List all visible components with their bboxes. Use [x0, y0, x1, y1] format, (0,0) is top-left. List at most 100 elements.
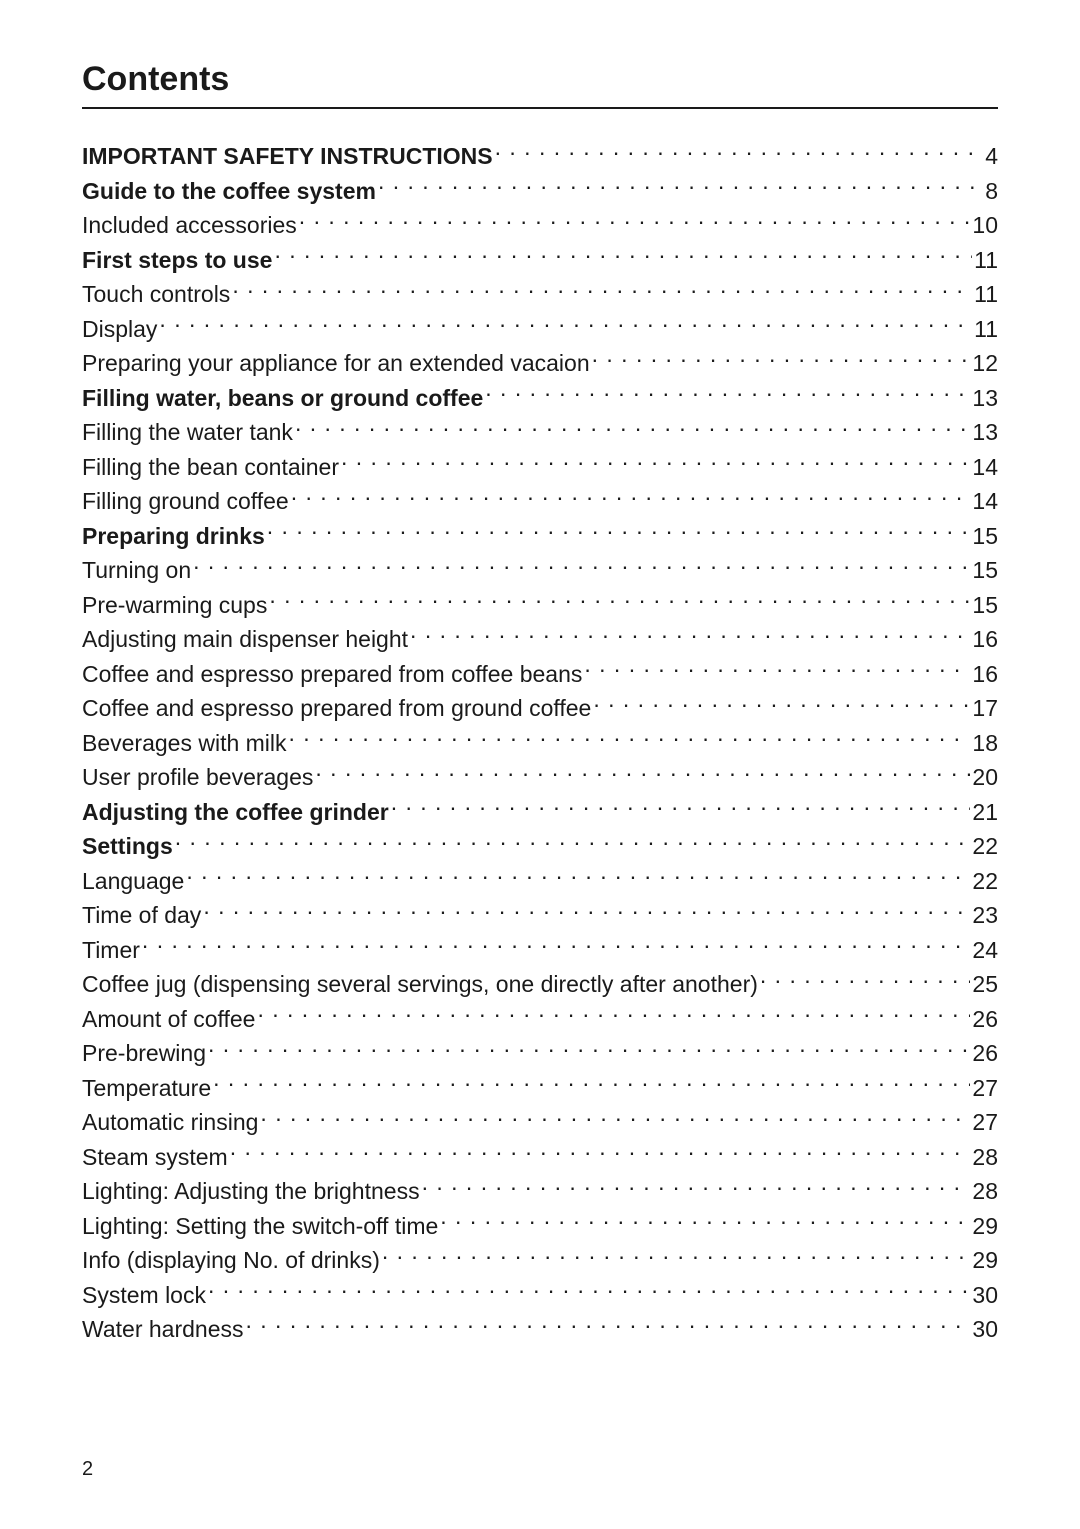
toc-leader-dots [315, 762, 970, 785]
toc-entry-page: 16 [972, 622, 998, 657]
toc-entry-title: Filling ground coffee [82, 484, 289, 519]
toc-entry-title: Time of day [82, 898, 201, 933]
toc-leader-dots [422, 1176, 971, 1199]
toc-entry: Touch controls11 [82, 277, 998, 312]
toc-entry: Lighting: Adjusting the brightness28 [82, 1174, 998, 1209]
toc-entry: Included accessories 10 [82, 208, 998, 243]
toc-entry-page: 27 [972, 1071, 998, 1106]
toc-entry-page: 15 [972, 588, 998, 623]
toc-entry-title: Info (displaying No. of drinks) [82, 1243, 380, 1278]
toc-entry-page: 20 [972, 760, 998, 795]
toc-entry-title: Temperature [82, 1071, 211, 1106]
toc-entry-page: 25 [972, 967, 998, 1002]
toc-leader-dots [592, 348, 971, 371]
toc-leader-dots [289, 728, 971, 751]
page-number: 2 [82, 1458, 93, 1481]
heading-rule [82, 107, 998, 109]
toc-leader-dots [257, 1004, 970, 1027]
toc-leader-dots [299, 210, 971, 233]
toc-entry-page: 12 [972, 346, 998, 381]
toc-leader-dots [203, 900, 970, 923]
toc-entry-title: Amount of coffee [82, 1002, 255, 1037]
toc-entry-page: 14 [972, 450, 998, 485]
toc-leader-dots [382, 1245, 971, 1268]
toc-entry: Filling water, beans or ground coffee13 [82, 381, 998, 416]
toc-entry-title: Included accessories [82, 208, 297, 243]
toc-entry-page: 29 [972, 1243, 998, 1278]
toc-leader-dots [485, 383, 970, 406]
toc-entry: Pre-warming cups 15 [82, 588, 998, 623]
toc-entry-title: Adjusting main dispenser height [82, 622, 408, 657]
toc-entry: Temperature 27 [82, 1071, 998, 1106]
toc-entry-title: Pre-warming cups [82, 588, 267, 623]
toc-entry-title: Language [82, 864, 184, 899]
toc-entry-title: Lighting: Setting the switch-off time [82, 1209, 438, 1244]
toc-entry-page: 27 [972, 1105, 998, 1140]
toc-entry-page: 26 [972, 1002, 998, 1037]
toc-entry: Filling the bean container 14 [82, 450, 998, 485]
toc-entry: Filling ground coffee 14 [82, 484, 998, 519]
toc-entry-page: 29 [972, 1209, 998, 1244]
toc-entry-page: 14 [972, 484, 998, 519]
toc-entry-page: 22 [972, 829, 998, 864]
toc-entry: Time of day23 [82, 898, 998, 933]
toc-leader-dots [175, 831, 971, 854]
toc-entry: User profile beverages 20 [82, 760, 998, 795]
toc-leader-dots [593, 693, 970, 716]
toc-leader-dots [495, 141, 984, 164]
toc-entry: Steam system28 [82, 1140, 998, 1175]
toc-leader-dots [274, 245, 972, 268]
toc-entry: Coffee and espresso prepared from ground… [82, 691, 998, 726]
toc-entry: Pre-brewing26 [82, 1036, 998, 1071]
toc-leader-dots [391, 797, 971, 820]
toc-entry-title: Guide to the coffee system [82, 174, 376, 209]
toc-entry-title: Beverages with milk [82, 726, 287, 761]
toc-entry-title: Settings [82, 829, 173, 864]
toc-entry: Automatic rinsing27 [82, 1105, 998, 1140]
toc-leader-dots [142, 935, 970, 958]
toc-entry: Info (displaying No. of drinks) 29 [82, 1243, 998, 1278]
toc-leader-dots [584, 659, 970, 682]
toc-leader-dots [269, 590, 970, 613]
toc-leader-dots [232, 279, 972, 302]
toc-leader-dots [410, 624, 970, 647]
toc-entry-page: 21 [972, 795, 998, 830]
toc-leader-dots [213, 1073, 970, 1096]
toc-entry-title: First steps to use [82, 243, 272, 278]
toc-entry-title: System lock [82, 1278, 206, 1313]
toc-entry: Turning on15 [82, 553, 998, 588]
toc-leader-dots [295, 417, 970, 440]
toc-entry-page: 8 [985, 174, 998, 209]
toc-entry: Lighting: Setting the switch-off time 29 [82, 1209, 998, 1244]
toc-leader-dots [230, 1142, 971, 1165]
toc-entry: Adjusting main dispenser height 16 [82, 622, 998, 657]
toc-entry: Display11 [82, 312, 998, 347]
toc-entry-title: Turning on [82, 553, 191, 588]
toc-leader-dots [208, 1038, 970, 1061]
toc-entry: System lock30 [82, 1278, 998, 1313]
toc-entry-title: Preparing drinks [82, 519, 265, 554]
toc-entry-title: Touch controls [82, 277, 230, 312]
toc-entry-title: Coffee and espresso prepared from coffee… [82, 657, 582, 692]
toc-entry: First steps to use11 [82, 243, 998, 278]
toc-entry: Beverages with milk18 [82, 726, 998, 761]
toc-leader-dots [159, 314, 972, 337]
page: Contents IMPORTANT SAFETY INSTRUCTIONS4G… [0, 0, 1080, 1529]
toc-entry: Timer24 [82, 933, 998, 968]
toc-entry: Guide to the coffee system 8 [82, 174, 998, 209]
toc-entry-title: IMPORTANT SAFETY INSTRUCTIONS [82, 139, 493, 174]
toc-entry-page: 30 [972, 1312, 998, 1347]
toc-entry-title: Lighting: Adjusting the brightness [82, 1174, 420, 1209]
toc-leader-dots [193, 555, 970, 578]
toc-entry-title: Coffee and espresso prepared from ground… [82, 691, 591, 726]
toc-entry: Filling the water tank13 [82, 415, 998, 450]
toc-entry-title: Timer [82, 933, 140, 968]
toc-entry-page: 26 [972, 1036, 998, 1071]
toc-leader-dots [186, 866, 970, 889]
toc-entry: Adjusting the coffee grinder21 [82, 795, 998, 830]
toc-entry-page: 10 [972, 208, 998, 243]
toc-entry-page: 4 [985, 139, 998, 174]
toc-leader-dots [341, 452, 970, 475]
toc-entry-title: User profile beverages [82, 760, 313, 795]
toc-entry-title: Filling the bean container [82, 450, 339, 485]
